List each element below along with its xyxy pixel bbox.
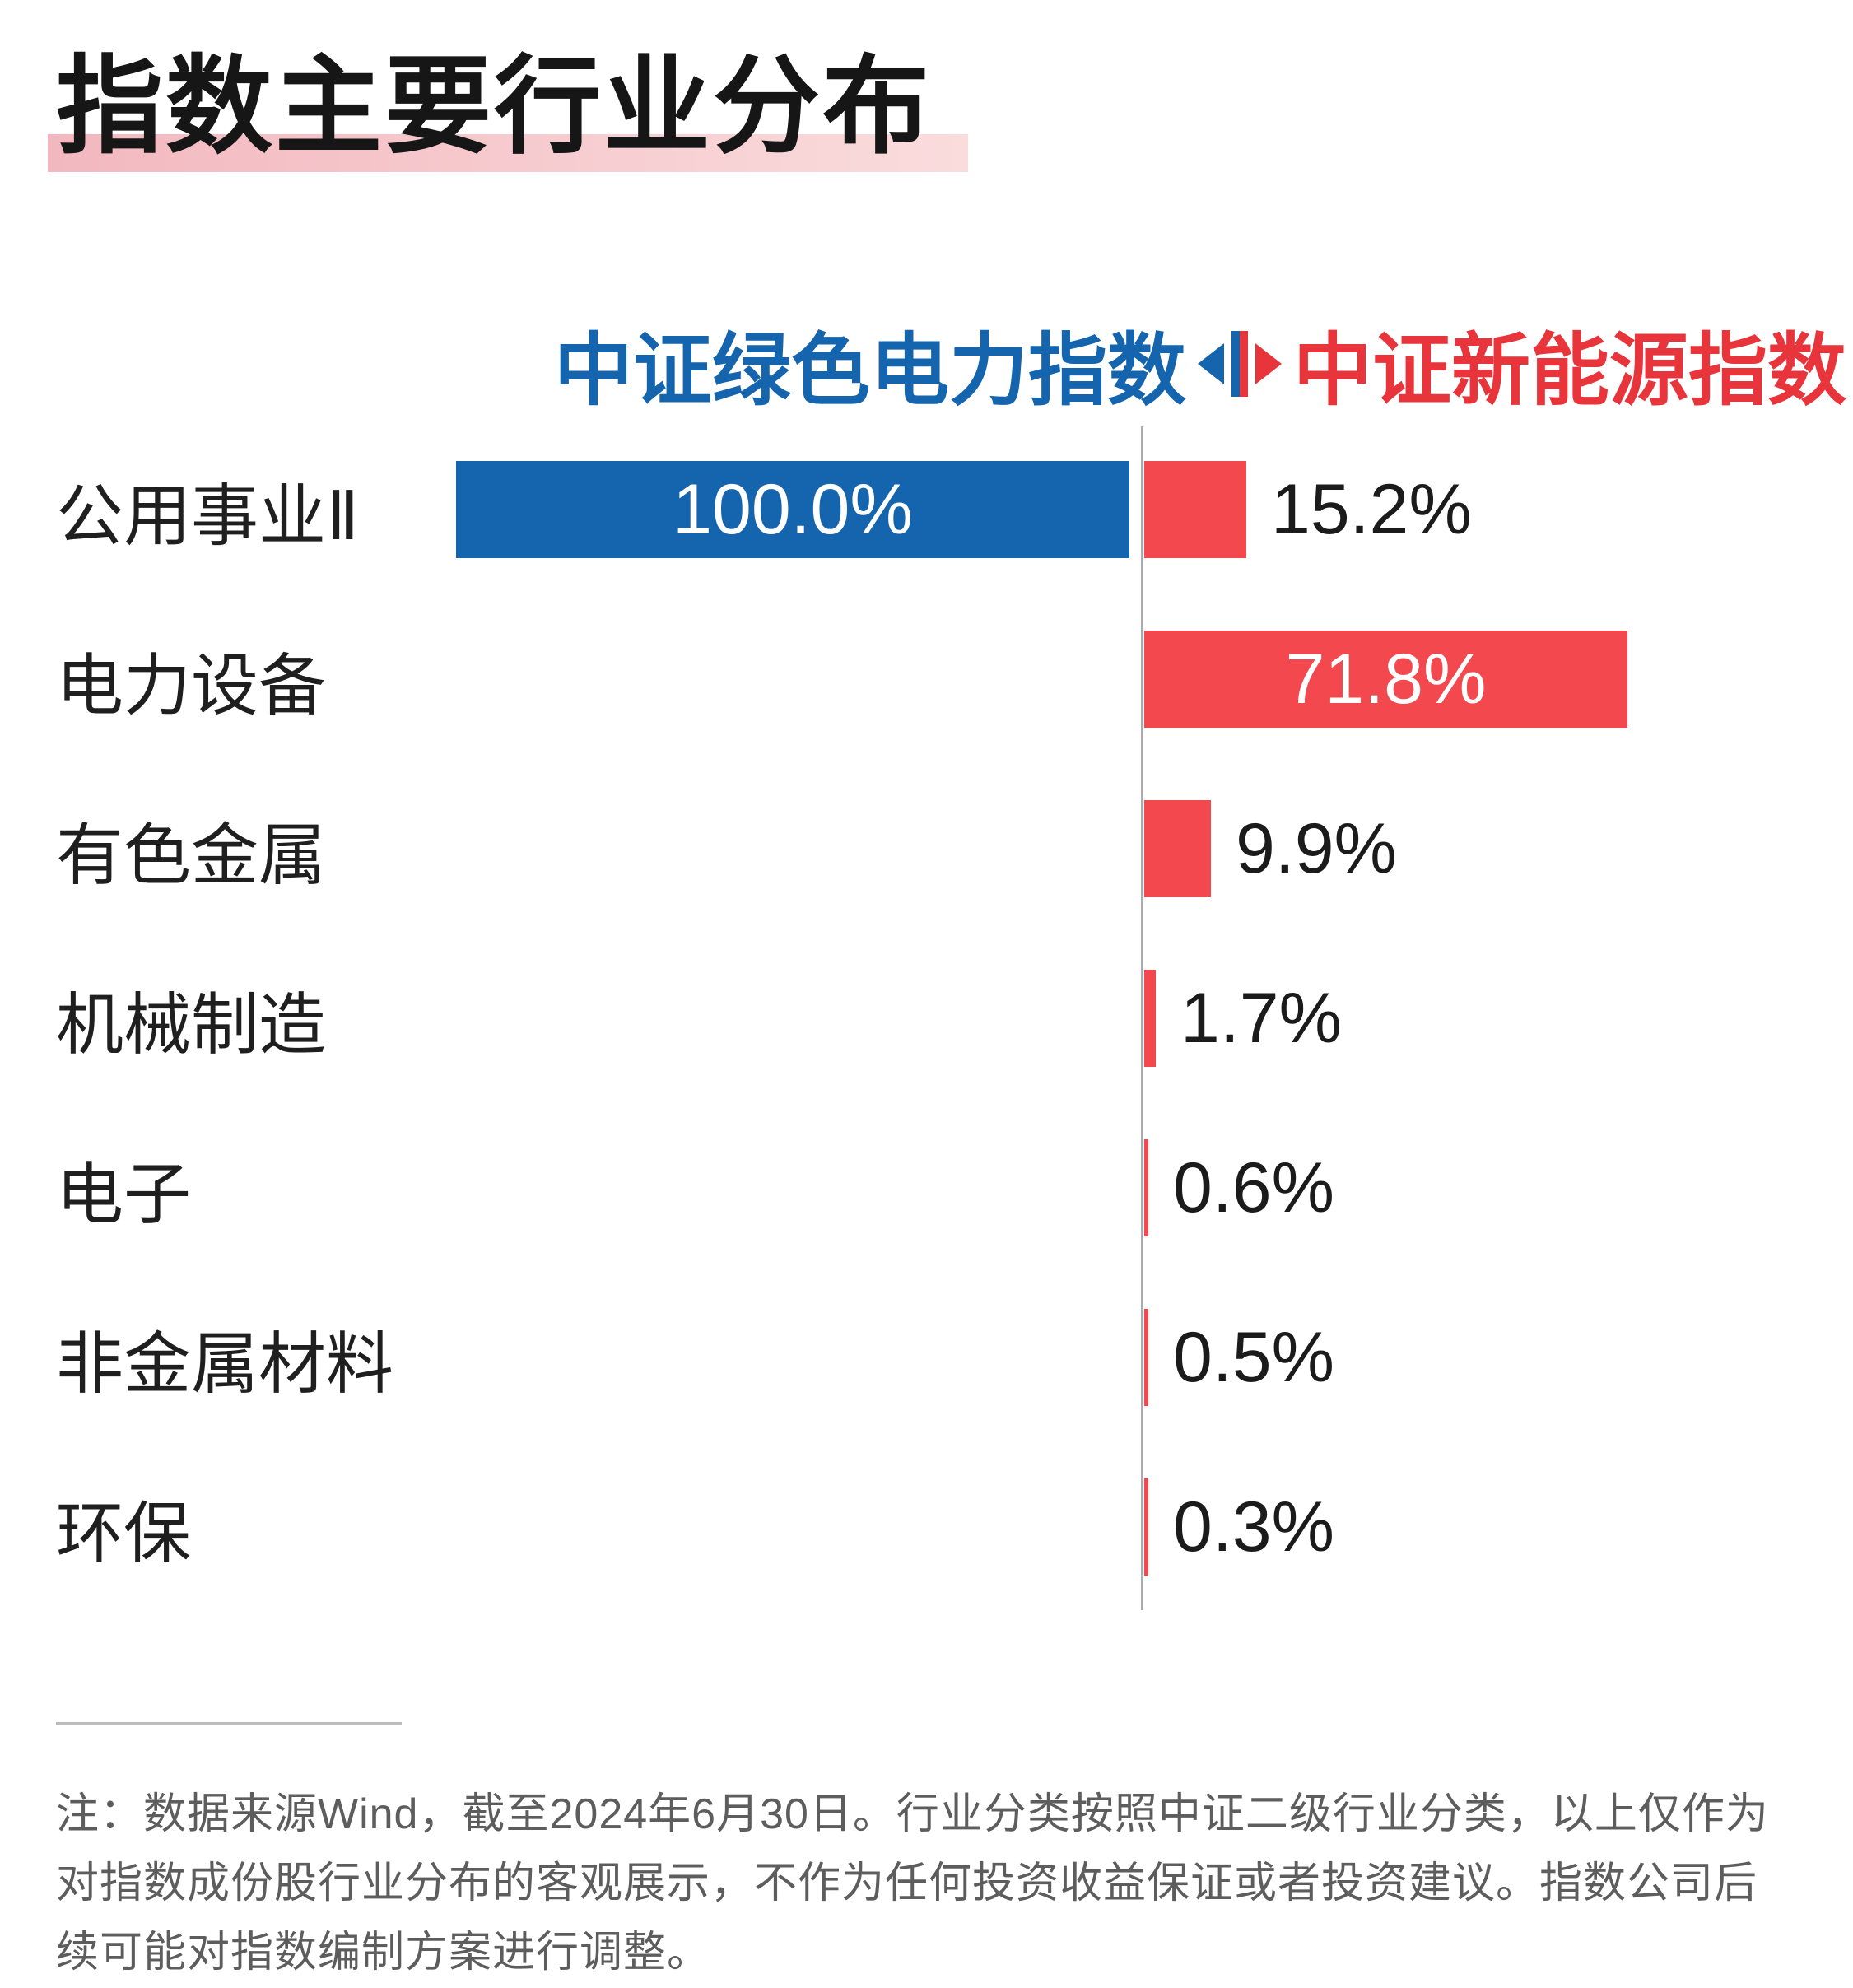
right-bar-value: 71.8% <box>1285 639 1487 719</box>
right-bar-zone: 15.2% <box>1144 461 1853 558</box>
table-row: 电子 0.6% <box>0 1139 1853 1236</box>
right-series-bar <box>1144 1309 1148 1406</box>
arrow-left-icon <box>1198 342 1224 384</box>
right-series-bar <box>1144 800 1211 897</box>
left-bar-zone <box>454 1478 1129 1576</box>
left-bar-value: 100.0% <box>673 469 913 549</box>
left-series-bar: 100.0% <box>456 461 1129 558</box>
footer-divider <box>56 1722 402 1725</box>
left-bar-zone <box>454 631 1129 728</box>
right-series-bar <box>1144 1139 1148 1236</box>
right-bar-value: 0.6% <box>1173 1148 1335 1227</box>
right-bar-value: 1.7% <box>1180 978 1343 1058</box>
category-label: 有色金属 <box>56 817 327 893</box>
right-bar-zone: 0.6% <box>1144 1139 1853 1236</box>
table-row: 非金属材料 0.5% <box>0 1309 1853 1406</box>
page: 指数主要行业分布 中证绿色电力指数 中证新能源指数 公用事业Ⅱ 100.0% 15.… <box>0 45 1853 1977</box>
category-label: 电子 <box>56 1157 192 1232</box>
chart-rows: 公用事业Ⅱ 100.0% 15.2% 电力设备 71.8% 有色金属 9.9% 机械制造 1.7… <box>0 461 1853 1576</box>
right-series-bar <box>1144 461 1246 558</box>
title-block: 指数主要行业分布 <box>48 45 968 172</box>
table-row: 环保 0.3% <box>0 1478 1853 1576</box>
table-row: 公用事业Ⅱ 100.0% 15.2% <box>0 461 1853 558</box>
left-bar-zone: 100.0% <box>454 461 1129 558</box>
table-row: 有色金属 9.9% <box>0 800 1853 897</box>
left-bar-zone <box>454 970 1129 1067</box>
left-bar-zone <box>454 1309 1129 1406</box>
right-bar-zone: 0.5% <box>1144 1309 1853 1406</box>
right-bar-value: 15.2% <box>1271 469 1472 549</box>
right-bar-zone: 71.8% <box>1144 631 1853 728</box>
legend-right-index-label: 中证新能源指数 <box>1293 327 1846 415</box>
category-label: 非金属材料 <box>56 1326 394 1402</box>
right-bar-value: 0.3% <box>1173 1487 1335 1567</box>
center-axis-line <box>1141 426 1143 1610</box>
right-bar-zone: 9.9% <box>1144 800 1853 897</box>
right-bar-zone: 1.7% <box>1144 970 1853 1067</box>
chart-legend: 中证绿色电力指数 中证新能源指数 <box>0 306 1846 421</box>
category-label: 公用事业Ⅱ <box>56 478 360 554</box>
right-series-bar: 71.8% <box>1144 631 1627 728</box>
category-label: 电力设备 <box>56 648 327 724</box>
right-series-bar <box>1144 970 1156 1067</box>
footnote: 注：数据来源Wind，截至2024年6月30日。行业分类按照中证二级行业分类，以… <box>56 1790 1769 1977</box>
right-bar-value: 0.5% <box>1173 1317 1335 1397</box>
left-bar-zone <box>454 1139 1129 1236</box>
page-title: 指数主要行业分布 <box>56 46 933 166</box>
arrow-right-icon <box>1255 342 1282 384</box>
table-row: 机械制造 1.7% <box>0 970 1853 1067</box>
title-underline-bar <box>48 133 968 172</box>
right-bar-zone: 0.3% <box>1144 1478 1853 1576</box>
right-series-bar <box>1144 1478 1148 1576</box>
diverging-bar-chart: 公用事业Ⅱ 100.0% 15.2% 电力设备 71.8% 有色金属 9.9% 机械制造 1.7… <box>0 426 1853 1610</box>
category-label: 机械制造 <box>56 987 327 1063</box>
divider-bar-icon <box>1231 330 1248 397</box>
category-label: 环保 <box>56 1496 192 1571</box>
right-bar-value: 9.9% <box>1236 808 1398 888</box>
legend-left-index-label: 中证绿色电力指数 <box>554 327 1186 415</box>
legend-divider <box>1198 330 1282 397</box>
left-bar-zone <box>454 800 1129 897</box>
table-row: 电力设备 71.8% <box>0 631 1853 728</box>
